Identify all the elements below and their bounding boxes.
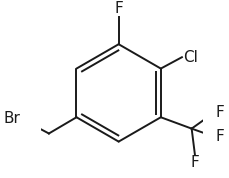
Text: Cl: Cl [183,50,197,65]
Text: F: F [190,155,198,170]
Text: F: F [114,1,123,16]
Text: F: F [214,105,223,120]
Text: Br: Br [3,111,20,126]
Text: F: F [214,129,223,144]
